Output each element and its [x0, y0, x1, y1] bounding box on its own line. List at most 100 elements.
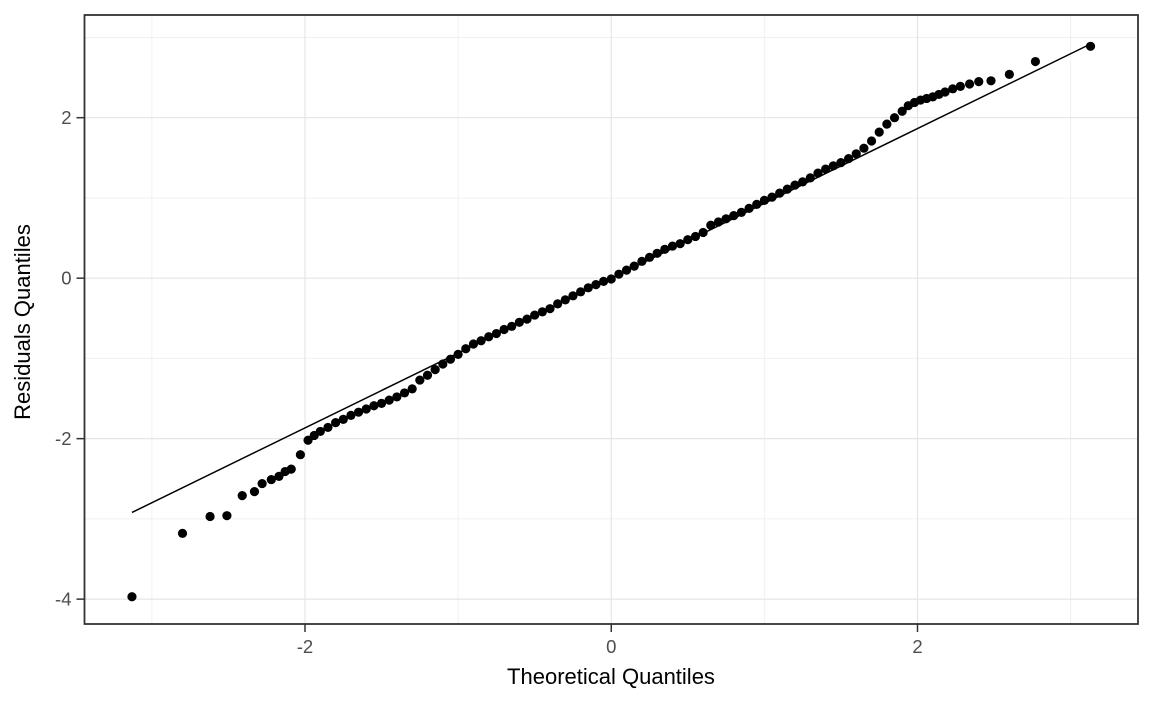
data-point — [882, 119, 892, 129]
data-point — [369, 401, 379, 411]
data-point — [399, 388, 410, 398]
data-point — [713, 217, 724, 227]
data-point — [851, 149, 861, 159]
data-point — [644, 252, 655, 262]
data-point — [897, 106, 907, 116]
data-point — [986, 76, 996, 86]
data-point — [499, 324, 509, 335]
data-point — [621, 265, 632, 275]
data-point — [438, 359, 448, 369]
data-point — [1085, 41, 1096, 51]
data-point — [415, 375, 425, 385]
data-point — [177, 528, 188, 538]
data-point — [338, 414, 348, 424]
data-point — [568, 291, 578, 301]
data-point — [249, 487, 260, 497]
data-point — [1030, 56, 1041, 67]
data-point — [491, 328, 502, 339]
data-point — [331, 418, 341, 428]
data-point — [127, 592, 137, 602]
data-point — [323, 422, 333, 433]
data-point — [476, 336, 486, 346]
data-point — [591, 279, 601, 290]
data-point — [974, 76, 984, 87]
data-point — [721, 214, 731, 224]
data-point — [286, 464, 296, 474]
data-point — [775, 188, 785, 198]
data-point — [353, 407, 364, 417]
data-point — [545, 304, 555, 314]
data-point — [295, 450, 306, 460]
data-point — [237, 491, 247, 501]
y-tick-label: -2 — [55, 428, 71, 449]
data-point — [222, 511, 232, 521]
data-point — [836, 158, 846, 168]
data-point — [606, 274, 616, 284]
data-point — [537, 307, 547, 317]
data-point — [1004, 69, 1014, 79]
data-point — [629, 261, 639, 271]
data-point — [266, 474, 276, 485]
data-point — [576, 287, 586, 297]
data-point — [484, 332, 494, 342]
data-point — [614, 269, 624, 279]
data-point — [698, 227, 708, 238]
data-point — [767, 192, 777, 202]
y-tick-label: 0 — [61, 268, 71, 289]
y-tick-label: 2 — [61, 107, 71, 128]
data-point — [729, 210, 739, 221]
data-point — [205, 511, 215, 522]
data-point — [683, 235, 693, 245]
data-point — [736, 207, 747, 217]
data-point — [752, 199, 762, 209]
data-point — [453, 349, 463, 360]
data-point — [874, 127, 884, 137]
data-point — [955, 81, 965, 92]
x-tick-label: 0 — [606, 636, 616, 657]
data-point — [828, 161, 838, 171]
data-point — [583, 283, 593, 293]
data-point — [315, 426, 325, 437]
data-point — [706, 220, 716, 230]
data-point — [560, 295, 570, 305]
data-point — [744, 203, 754, 213]
data-point — [514, 317, 524, 327]
y-tick-label: -4 — [55, 589, 71, 610]
data-point — [392, 392, 402, 402]
y-axis-title: Residuals Quantiles — [10, 224, 35, 420]
data-point — [821, 164, 831, 174]
data-point — [376, 398, 387, 408]
data-point — [461, 344, 471, 354]
data-point — [422, 370, 433, 380]
data-point — [430, 365, 440, 375]
data-point — [790, 180, 800, 190]
data-point — [361, 404, 371, 414]
data-point — [522, 314, 532, 324]
data-point — [940, 87, 950, 97]
x-tick-label: -2 — [297, 636, 313, 657]
x-axis-title: Theoretical Quantiles — [507, 664, 715, 689]
data-point — [257, 478, 267, 489]
data-point — [407, 384, 417, 394]
data-point — [889, 113, 900, 123]
data-point — [798, 177, 808, 187]
data-point — [507, 321, 517, 331]
data-point — [866, 136, 877, 146]
data-point — [468, 339, 479, 349]
data-point — [859, 143, 869, 153]
data-point — [445, 354, 456, 364]
data-point — [598, 276, 609, 286]
data-point — [660, 244, 670, 254]
data-point — [675, 239, 685, 249]
data-point — [637, 256, 647, 266]
data-point — [553, 299, 563, 309]
data-point — [813, 168, 823, 178]
data-point — [759, 195, 769, 205]
data-point — [346, 410, 356, 420]
data-point — [805, 173, 815, 183]
data-point — [667, 241, 678, 251]
data-point — [843, 154, 854, 164]
data-point — [782, 184, 792, 194]
